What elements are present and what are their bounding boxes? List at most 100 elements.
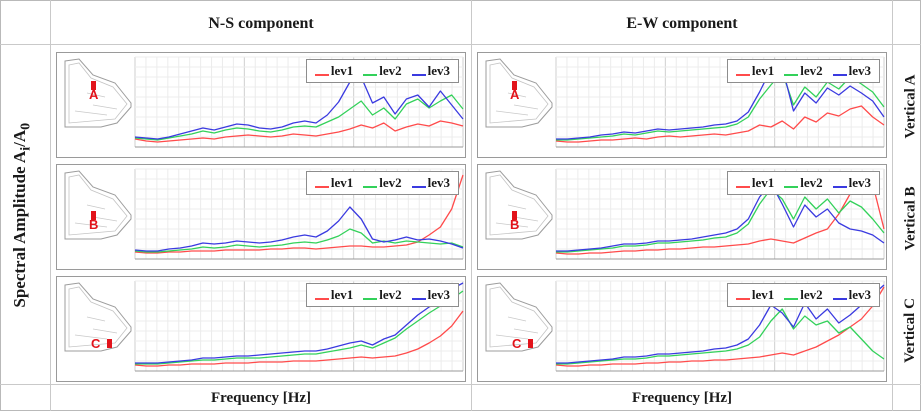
legend-label: lev3 xyxy=(848,287,871,302)
series-line-lev2 xyxy=(134,94,464,141)
location-marker xyxy=(107,339,112,348)
legend-item-lev3: lev3 xyxy=(411,63,450,79)
legend-item-lev1: lev1 xyxy=(314,287,354,303)
legend-label: lev2 xyxy=(379,175,402,190)
legend-item-lev1: lev1 xyxy=(314,63,354,79)
legend-swatch xyxy=(832,186,847,188)
legend-swatch xyxy=(735,74,750,76)
legend-swatch xyxy=(784,298,799,300)
legend-label: lev2 xyxy=(800,287,823,302)
series-line-lev1 xyxy=(555,173,885,255)
legend-label: lev3 xyxy=(848,175,871,190)
location-marker xyxy=(91,81,96,90)
legend-swatch xyxy=(411,74,426,76)
legend-swatch xyxy=(363,298,378,300)
legend-item-lev1: lev1 xyxy=(735,175,775,191)
location-marker-label: A xyxy=(510,87,520,102)
legend-label: lev1 xyxy=(751,287,775,302)
legend-swatch xyxy=(314,298,329,300)
legend-swatch xyxy=(363,186,378,188)
grid-line-footer xyxy=(0,384,921,385)
series-line-lev2 xyxy=(556,71,885,141)
legend-label: lev2 xyxy=(800,175,823,190)
legend-label: lev2 xyxy=(379,63,402,78)
legend-label: lev1 xyxy=(751,63,775,78)
series-line-lev2 xyxy=(134,228,464,253)
series-line-lev3 xyxy=(556,66,885,140)
legend-label: lev3 xyxy=(848,63,871,78)
series-line-lev3 xyxy=(134,76,464,140)
x-axis-label-ew: Frequency [Hz] xyxy=(631,389,733,406)
legend-swatch xyxy=(411,298,426,300)
legend-swatch xyxy=(314,74,329,76)
series-line-lev3 xyxy=(556,182,885,252)
building-plan-sketch xyxy=(485,58,553,128)
series-line-lev2 xyxy=(556,308,885,365)
legend-item-lev3: lev3 xyxy=(832,63,871,79)
legend-item-lev3: lev3 xyxy=(411,287,450,303)
legend-swatch xyxy=(832,298,847,300)
legend-swatch xyxy=(784,186,799,188)
row-label-c: Vertical C xyxy=(902,297,918,363)
legend-item-lev2: lev2 xyxy=(363,287,402,303)
chart-legend: lev1 lev2 lev3 xyxy=(726,171,880,195)
legend-item-lev3: lev3 xyxy=(832,287,871,303)
legend-swatch xyxy=(832,74,847,76)
location-marker-label: C xyxy=(512,336,522,351)
building-plan-sketch xyxy=(64,58,132,128)
location-marker xyxy=(528,339,533,348)
series-line-lev1 xyxy=(134,310,464,367)
chart-legend: lev1 lev2 lev3 xyxy=(305,171,459,195)
location-marker xyxy=(512,81,517,90)
series-line-lev2 xyxy=(556,188,885,253)
legend-item-lev1: lev1 xyxy=(314,175,354,191)
grid-line-header xyxy=(0,44,921,45)
legend-label: lev2 xyxy=(379,287,402,302)
legend-item-lev3: lev3 xyxy=(411,175,450,191)
legend-item-lev1: lev1 xyxy=(735,63,775,79)
row-label-b: Vertical B xyxy=(902,185,919,251)
building-plan-sketch xyxy=(485,170,553,240)
chart-legend: lev1 lev2 lev3 xyxy=(305,59,459,83)
legend-swatch xyxy=(314,186,329,188)
location-marker xyxy=(512,211,517,220)
chart-legend: lev1 lev2 lev3 xyxy=(305,283,459,307)
building-plan-sketch xyxy=(64,170,132,240)
grid-line-middle xyxy=(471,0,472,411)
series-line-lev3 xyxy=(556,284,885,364)
legend-label: lev3 xyxy=(427,287,450,302)
legend-swatch xyxy=(411,186,426,188)
legend-item-lev2: lev2 xyxy=(784,175,823,191)
series-line-lev1 xyxy=(134,120,464,143)
location-marker-label: B xyxy=(510,217,519,232)
column-header-ns: N-S component xyxy=(208,15,314,32)
legend-swatch xyxy=(363,74,378,76)
legend-label: lev1 xyxy=(330,175,354,190)
legend-label: lev1 xyxy=(751,175,775,190)
spectrum-plot: C xyxy=(485,280,885,372)
series-line-lev3 xyxy=(134,206,464,252)
building-plan-sketch xyxy=(64,282,132,352)
legend-item-lev2: lev2 xyxy=(363,175,402,191)
legend-item-lev2: lev2 xyxy=(784,63,823,79)
series-line-lev1 xyxy=(555,286,885,367)
legend-label: lev2 xyxy=(800,63,823,78)
legend-swatch xyxy=(784,74,799,76)
building-plan-sketch xyxy=(485,282,553,352)
chart-legend: lev1 lev2 lev3 xyxy=(726,283,880,307)
location-marker xyxy=(91,211,96,220)
series-line-lev2 xyxy=(135,290,464,365)
legend-label: lev1 xyxy=(330,63,354,78)
spectrum-plot: A xyxy=(64,56,464,148)
row-label-a: Vertical A xyxy=(902,73,919,139)
legend-item-lev1: lev1 xyxy=(735,287,775,303)
column-header-ew: E-W component xyxy=(626,15,738,32)
spectrum-plot: B xyxy=(64,168,464,260)
legend-swatch xyxy=(735,298,750,300)
legend-label: lev1 xyxy=(330,287,354,302)
chart-legend: lev1 lev2 lev3 xyxy=(726,59,880,83)
